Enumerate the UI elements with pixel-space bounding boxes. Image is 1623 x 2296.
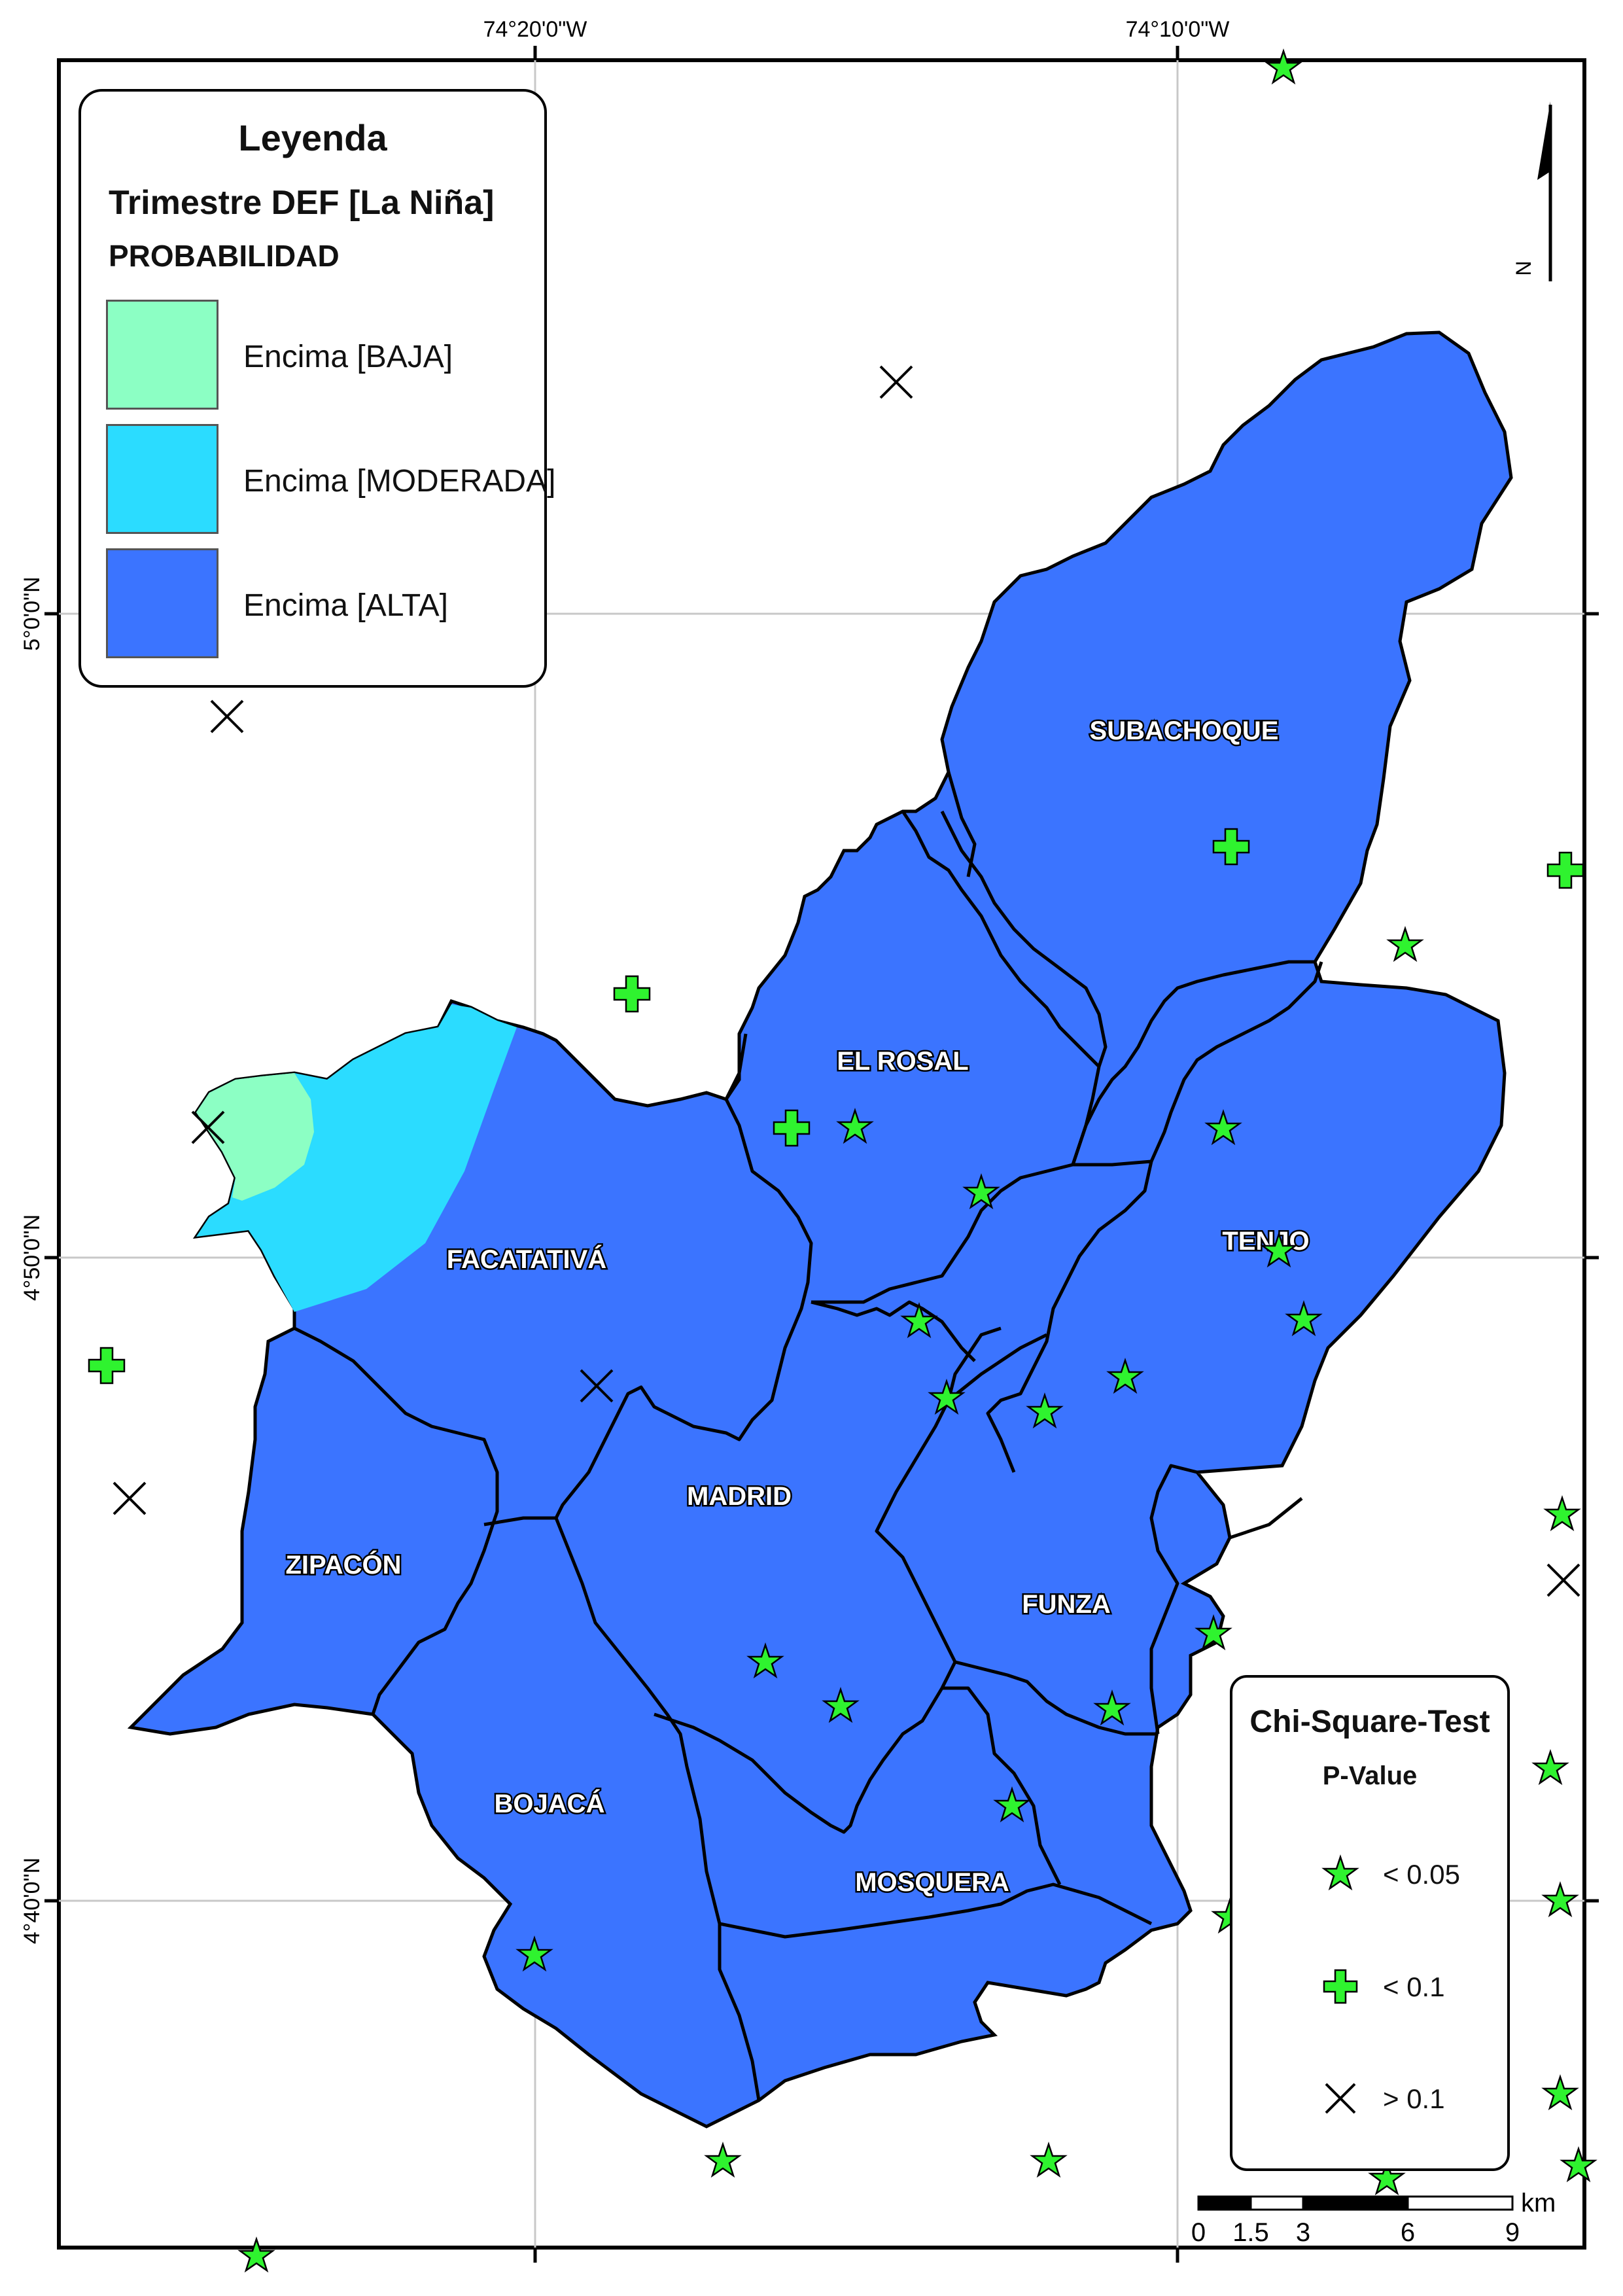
station-x-icon [210, 699, 244, 733]
label-facatativa: FACATATIVÁ [447, 1245, 606, 1274]
station-star-icon [1106, 1358, 1144, 1394]
station-star-icon [900, 1302, 938, 1339]
legend-label-moderada: Encima [MODERADA] [243, 464, 556, 499]
legend-item-moderada: Encima [MODERADA] [106, 424, 555, 535]
x-icon [1325, 2083, 1356, 2114]
label-madrid: MADRID [687, 1482, 792, 1511]
station-star-icon [515, 1935, 553, 1972]
chi-subtitle: P-Value [1322, 1761, 1418, 1790]
scale-unit: km [1521, 2189, 1556, 2217]
legend-label-baja: Encima [BAJA] [243, 340, 453, 374]
chi-row-plus: < 0.1 [1318, 1964, 1501, 2009]
lon-label-1: 74°20'0"W [483, 17, 587, 42]
legend-swatch-alta [106, 548, 218, 658]
label-bojaca: BOJACÁ [495, 1789, 605, 1818]
chi-square-legend: Chi-Square-Test P-Value < 0.05 < 0.1 > 0… [1230, 1675, 1510, 2171]
station-star-icon [1541, 2074, 1579, 2111]
scale-label-3: 6 [1401, 2218, 1415, 2247]
station-star-icon [704, 2142, 742, 2178]
station-star-icon [1026, 1392, 1064, 1429]
legend-swatch-moderada [106, 424, 218, 534]
scale-label-4: 9 [1505, 2218, 1520, 2247]
scale-label-1: 1.5 [1232, 2218, 1269, 2247]
station-plus-icon [613, 975, 651, 1013]
station-star-icon [993, 1786, 1031, 1823]
station-star-icon [1195, 1614, 1232, 1651]
star-icon [1321, 1854, 1359, 1891]
plus-icon [1323, 1969, 1358, 2004]
station-star-icon [237, 2236, 275, 2273]
station-star-icon [1543, 1495, 1581, 1532]
label-zipacon: ZIPACÓN [285, 1549, 401, 1580]
chi-label-star: < 0.05 [1383, 1859, 1460, 1890]
station-x-icon [1546, 1563, 1580, 1597]
chi-row-star: < 0.05 [1318, 1851, 1501, 1897]
station-plus-icon [773, 1109, 811, 1147]
station-star-icon [746, 1642, 784, 1679]
station-star-icon [928, 1379, 966, 1415]
station-x-icon [191, 1110, 225, 1144]
station-plus-icon [1212, 828, 1250, 866]
north-arrow: N [1512, 101, 1552, 281]
legend-title: Leyenda [238, 117, 387, 158]
municipal-boundaries [293, 771, 1323, 2101]
station-star-icon [1541, 1881, 1579, 1918]
lat-label-2: 4°50'0"N [20, 1214, 44, 1301]
legend-swatch-baja [106, 300, 218, 410]
municipality-labels: SUBACHOQUE EL ROSAL TENJO FACATATIVÁ MAD… [284, 715, 1311, 1899]
station-plus-icon [1546, 851, 1584, 889]
lat-label-1: 5°0'0"N [20, 576, 44, 650]
label-funza: FUNZA [1022, 1590, 1111, 1619]
legend-subtitle: Trimestre DEF [La Niña] [109, 184, 495, 222]
lat-label-3: 4°40'0"N [20, 1858, 44, 1944]
scale-label-0: 0 [1191, 2218, 1206, 2247]
lon-label-2: 74°10'0"W [1126, 17, 1230, 42]
station-star-icon [822, 1687, 860, 1723]
station-x-icon [879, 365, 913, 399]
scale-bar: 0 1.5 3 6 9 km [1191, 2189, 1556, 2247]
label-el-rosal: EL ROSAL [837, 1047, 969, 1076]
station-star-icon [1030, 2142, 1068, 2178]
station-star-icon [1560, 2146, 1597, 2183]
station-star-icon [1531, 1749, 1569, 1786]
chi-label-x: > 0.1 [1383, 2083, 1445, 2114]
station-star-icon [1265, 48, 1302, 85]
station-star-icon [1093, 1689, 1131, 1726]
station-plus-icon [88, 1347, 126, 1385]
grid-ticks [44, 46, 1599, 2263]
legend-item-alta: Encima [ALTA] [106, 548, 538, 660]
chi-row-x: > 0.1 [1318, 2075, 1501, 2121]
station-star-icon [836, 1108, 874, 1144]
station-star-icon [1386, 926, 1424, 963]
label-mosquera: MOSQUERA [855, 1868, 1009, 1897]
chi-label-plus: < 0.1 [1383, 1971, 1445, 2002]
chi-title: Chi-Square-Test [1249, 1704, 1490, 1739]
station-star-icon [1204, 1109, 1242, 1146]
legend-variable: PROBABILIDAD [109, 239, 340, 273]
north-label: N [1512, 260, 1535, 275]
legend-item-baja: Encima [BAJA] [106, 300, 538, 411]
scale-label-2: 3 [1296, 2218, 1310, 2247]
study-area-alta [127, 330, 1513, 2128]
legend-panel: Leyenda Trimestre DEF [La Niña] PROBABIL… [79, 89, 555, 688]
station-star-icon [1368, 2159, 1406, 2196]
legend-label-alta: Encima [ALTA] [243, 588, 448, 623]
station-star-icon [1260, 1231, 1298, 1268]
station-star-icon [962, 1173, 1000, 1210]
station-star-icon [1285, 1300, 1323, 1337]
zone-baja [196, 1073, 314, 1201]
label-subachoque: SUBACHOQUE [1090, 716, 1279, 745]
label-tenjo: TENJO [1222, 1227, 1309, 1256]
station-x-icon [113, 1481, 147, 1515]
station-x-icon [580, 1369, 614, 1403]
